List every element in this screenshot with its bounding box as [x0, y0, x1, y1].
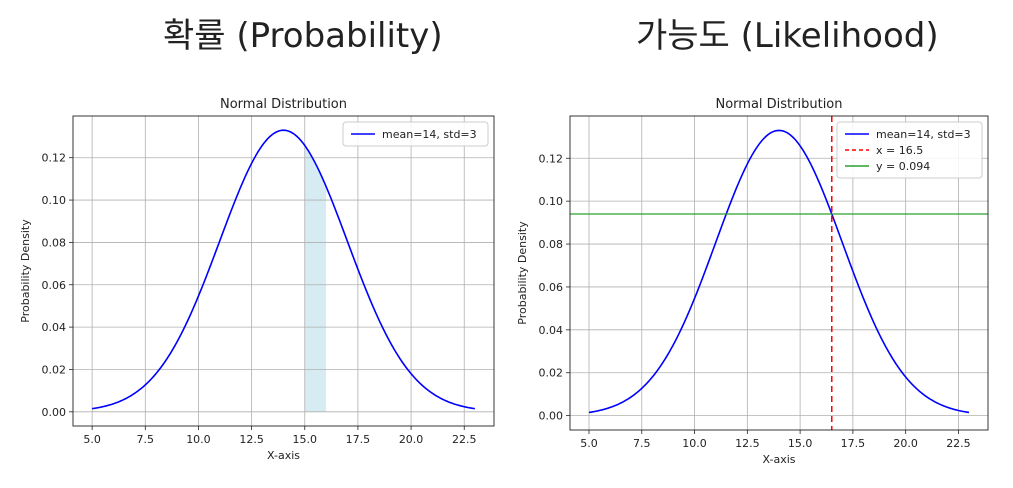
x-tick-label: 7.5 [137, 433, 155, 446]
x-tick-label: 17.5 [841, 437, 866, 450]
y-tick-label: 0.08 [539, 238, 564, 251]
x-tick-label: 15.0 [293, 433, 318, 446]
x-axis-label: X-axis [763, 453, 796, 466]
y-tick-label: 0.10 [539, 195, 564, 208]
plot-frame [72, 115, 495, 427]
x-tick-label: 10.0 [682, 437, 707, 450]
y-tick-label: 0.02 [539, 367, 564, 380]
x-tick-label: 22.5 [946, 437, 971, 450]
plot-frame [569, 115, 989, 431]
y-tick-label: 0.00 [539, 410, 564, 423]
y-axis-label: Probability Density [516, 221, 529, 325]
legend-entry: y = 0.094 [876, 160, 930, 173]
x-tick-label: 20.0 [399, 433, 424, 446]
chart-title: Normal Distribution [220, 97, 347, 112]
x-tick-label: 10.0 [186, 433, 211, 446]
chart-probability: 5.0 7.5 10.0 12.5 15.0 17.5 20.0 22.5 0.00 0.02 0.… [19, 97, 495, 462]
x-tick-label: 7.5 [633, 437, 651, 450]
shaded-area [304, 145, 327, 412]
x-tick-label: 5.0 [83, 433, 101, 446]
y-tick-label: 0.12 [539, 152, 564, 165]
y-tick-label: 0.06 [539, 281, 564, 294]
x-tick-label: 20.0 [893, 437, 918, 450]
y-tick-label: 0.08 [42, 236, 67, 249]
series-line [92, 129, 475, 410]
legend-box [836, 121, 983, 179]
chart-title: Normal Distribution [715, 97, 842, 112]
x-axis-label: X-axis [267, 449, 300, 462]
y-tick-label: 0.02 [42, 363, 67, 376]
x-tick-label: 15.0 [788, 437, 813, 450]
chart-likelihood: 5.0 7.5 10.0 12.5 15.0 17.5 20.0 22.5 0.00 0.02 0.… [516, 97, 989, 466]
x-tick-label: 12.5 [735, 437, 760, 450]
y-axis-label: Probability Density [19, 219, 32, 323]
legend-entry: mean=14, std=3 [382, 128, 477, 141]
legend-entry: x = 16.5 [876, 144, 923, 157]
y-tick-label: 0.00 [42, 406, 67, 419]
heading-likelihood: 가능도 (Likelihood) [636, 16, 939, 56]
series-line [588, 129, 970, 414]
y-tick-label: 0.06 [42, 279, 67, 292]
x-tick-label: 5.0 [580, 437, 598, 450]
heading-probability: 확률 (Probability) [163, 16, 443, 56]
x-tick-label: 22.5 [452, 433, 477, 446]
y-tick-label: 0.04 [539, 324, 564, 337]
legend-box [342, 121, 489, 147]
y-tick-label: 0.10 [42, 194, 67, 207]
legend-entry: mean=14, std=3 [876, 128, 971, 141]
y-tick-label: 0.12 [42, 152, 67, 165]
x-tick-label: 12.5 [239, 433, 264, 446]
legend: mean=14, std=3 x = 16.5 y = 0.094 [836, 121, 983, 179]
x-tick-label: 17.5 [346, 433, 371, 446]
legend: mean=14, std=3 [342, 121, 489, 147]
y-tick-label: 0.04 [42, 321, 67, 334]
